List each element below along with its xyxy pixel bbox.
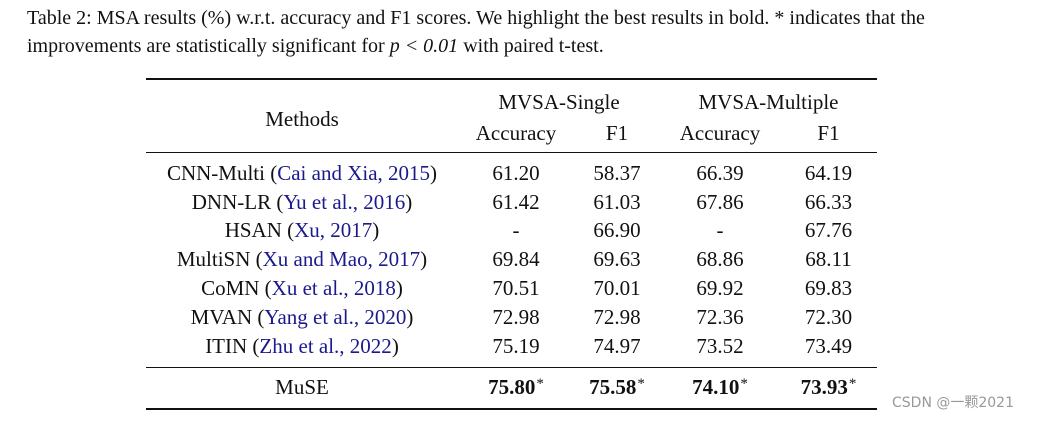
table-row: DNN-LR (Yu et al., 2016) 61.42 61.03 67.…	[146, 188, 877, 217]
value-cell: 69.92	[696, 276, 744, 301]
value-cell: -	[512, 218, 520, 243]
significance-marker: *	[536, 376, 544, 393]
caption-prefix: Table 2: MSA results (%) w.r.t. accuracy…	[27, 7, 925, 57]
significance-marker: *	[637, 376, 645, 393]
table-row: HSAN (Xu, 2017) - 66.90 - 67.76	[146, 217, 877, 246]
significance-marker: *	[740, 376, 748, 393]
citation-link[interactable]: Zhu et al., 2022	[259, 333, 392, 358]
method-cell-muse: MuSE	[275, 375, 329, 400]
value-cell: 72.98	[593, 304, 641, 329]
value-cell: 64.19	[804, 160, 853, 185]
value-cell: 70.51	[492, 276, 540, 301]
method-cell: DNN-LR (Yu et al., 2016)	[191, 189, 413, 214]
best-value-cell: 75.80*	[488, 375, 544, 400]
sub-header-f1: F1	[817, 120, 840, 145]
value-cell: 72.30	[804, 304, 853, 329]
methods-header: Methods	[265, 106, 339, 131]
sub-header-accuracy: Accuracy	[679, 120, 761, 145]
value-cell: 75.19	[492, 333, 540, 358]
table-row: CoMN (Xu et al., 2018) 70.51 70.01 69.92…	[146, 274, 877, 303]
table-row-muse: MuSE 75.80* 75.58* 74.10* 73.93*	[146, 367, 877, 409]
value-cell: 61.20	[492, 160, 540, 185]
value-cell: 66.39	[696, 160, 744, 185]
value-cell: 66.90	[593, 218, 641, 243]
value-cell: 68.86	[696, 247, 744, 272]
method-cell: MVAN (Yang et al., 2020)	[190, 304, 414, 329]
citation-link[interactable]: Xu, 2017	[294, 218, 373, 243]
citation-link[interactable]: Xu and Mao, 2017	[262, 247, 421, 272]
method-cell: CoMN (Xu et al., 2018)	[201, 276, 403, 301]
value-cell: 68.11	[805, 247, 852, 272]
caption-suffix: with paired t-test.	[458, 35, 604, 57]
value-cell: 67.86	[696, 189, 744, 214]
citation-link[interactable]: Cai and Xia, 2015	[277, 160, 431, 185]
watermark: CSDN @一颗2021	[892, 395, 1014, 411]
method-cell: CNN-Multi (Cai and Xia, 2015)	[166, 160, 438, 185]
value-cell: 61.42	[492, 189, 540, 214]
sub-header-f1: F1	[605, 120, 629, 145]
value-cell: 73.49	[804, 333, 853, 358]
sub-header-accuracy: Accuracy	[475, 120, 557, 145]
value-cell: 61.03	[593, 189, 641, 214]
best-value-cell: 73.93*	[800, 375, 857, 400]
results-table: Methods MVSA-Single MVSA-Multiple Accura…	[146, 78, 877, 410]
group-header-mvsa-single: MVSA-Single	[498, 89, 620, 114]
table-row: ITIN (Zhu et al., 2022) 75.19 74.97 73.5…	[146, 332, 877, 367]
table-row: CNN-Multi (Cai and Xia, 2015) 61.20 58.3…	[146, 152, 877, 188]
significance-marker: *	[848, 376, 857, 393]
table-row: MultiSN (Xu and Mao, 2017) 69.84 69.63 6…	[146, 245, 877, 274]
group-header-mvsa-multiple: MVSA-Multiple	[698, 89, 839, 114]
value-cell: 69.83	[804, 276, 853, 301]
value-cell: 73.52	[696, 333, 744, 358]
method-cell: ITIN (Zhu et al., 2022)	[205, 333, 399, 358]
caption-math: p < 0.01	[389, 35, 459, 57]
header-row-metrics: Accuracy F1 Accuracy F1	[146, 118, 877, 153]
value-cell: 72.98	[492, 304, 540, 329]
table-caption: Table 2: MSA results (%) w.r.t. accuracy…	[27, 4, 1027, 60]
citation-link[interactable]: Yu et al., 2016	[283, 189, 406, 214]
value-cell: 74.97	[593, 333, 641, 358]
value-cell: 66.33	[804, 189, 853, 214]
value-cell: 67.76	[804, 218, 853, 243]
value-cell: 69.84	[492, 247, 540, 272]
header-row-groups: Methods MVSA-Single MVSA-Multiple	[146, 79, 877, 131]
value-cell: -	[716, 218, 724, 243]
value-cell: 58.37	[593, 160, 641, 185]
citation-link[interactable]: Xu et al., 2018	[271, 276, 396, 301]
method-cell: MultiSN (Xu and Mao, 2017)	[176, 247, 428, 272]
table-row: MVAN (Yang et al., 2020) 72.98 72.98 72.…	[146, 303, 877, 332]
value-cell: 70.01	[593, 276, 641, 301]
value-cell: 72.36	[696, 304, 744, 329]
best-value-cell: 74.10*	[692, 375, 748, 400]
citation-link[interactable]: Yang et al., 2020	[264, 304, 407, 329]
best-value-cell: 75.58*	[589, 375, 645, 400]
method-cell: HSAN (Xu, 2017)	[224, 218, 380, 243]
value-cell: 69.63	[593, 247, 641, 272]
